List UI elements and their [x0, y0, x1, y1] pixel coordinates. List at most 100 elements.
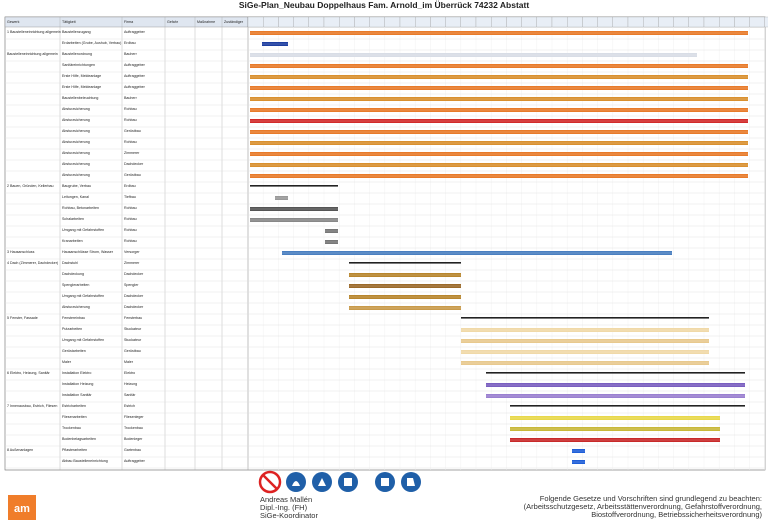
timeline-cell	[475, 16, 492, 28]
timeline-cell	[597, 16, 613, 28]
section-label: 7 Innenausbau, Estrich, Fliesen	[7, 404, 57, 408]
firm-label: Zimmerer	[124, 261, 140, 265]
activity-label: Erdarbeiten (Grube, Aushub, Verbau)	[62, 41, 121, 45]
timeline-cell	[688, 16, 705, 28]
activity-label: Absturzsicherung	[62, 118, 90, 122]
firm-label: Dachdecker	[124, 305, 144, 309]
activity-label: Maler	[62, 360, 72, 364]
firm-label: Bauherr	[124, 52, 138, 56]
firm-label: Rohbau	[124, 228, 137, 232]
activity-label: Erste Hilfe, Meldeanlage	[62, 74, 101, 78]
timeline-cell	[673, 16, 689, 28]
section-label: 1 Baustelleneinrichtung allgemein	[7, 30, 61, 34]
firm-label: Tiefbau	[124, 195, 136, 199]
note-title: Folgende Gesetze und Vorschriften sind g…	[540, 494, 762, 503]
section-label: 6 Elektro, Heizung, Sanitär	[7, 371, 51, 375]
firm-label: Trockenbau	[124, 426, 143, 430]
firm-label: Zimmerer	[124, 151, 140, 155]
timeline-cell	[354, 16, 370, 28]
timeline-cell	[323, 16, 340, 28]
activity-label: Dachstuhl	[62, 261, 78, 265]
firm-label: Rohbau	[124, 107, 137, 111]
activity-label: Fenstereinbau	[62, 316, 85, 320]
timeline-cell	[247, 16, 264, 28]
activity-label: Absturzsicherung	[62, 173, 90, 177]
column-header: Zuständiger	[224, 20, 244, 24]
timeline-cell	[703, 16, 720, 28]
firm-label: Rohbau	[124, 217, 137, 221]
firm-label: Bodenleger	[124, 437, 143, 441]
activity-label: Rohbau, Betonarbeiten	[62, 206, 99, 210]
timeline-cell	[415, 16, 431, 28]
section-label: 8 Außenanlagen	[7, 448, 33, 452]
firm-label: Dachdecker	[124, 162, 144, 166]
gantt-bar	[510, 405, 745, 407]
timeline-cell	[749, 16, 765, 28]
gantt-bar	[250, 185, 338, 187]
timeline-cell	[339, 16, 355, 28]
firm-label: Gerüstbau	[124, 173, 141, 177]
column-header: Gewerk	[7, 20, 20, 24]
gantt-bar	[486, 372, 745, 374]
timeline-cell	[445, 16, 461, 28]
firm-label: Bauherr	[124, 96, 138, 100]
activity-label: Abbau Baustelleneinrichtung	[62, 459, 108, 463]
firm-label: Stuckateur	[124, 338, 142, 342]
timeline-cell	[567, 16, 583, 28]
firm-label: Auftraggeber	[124, 63, 146, 67]
activity-label: Gerüstarbeiten	[62, 349, 86, 353]
activity-label: Absturzsicherung	[62, 162, 90, 166]
note-line: Biostoffverordnung, Betriebssicherheitsv…	[591, 510, 762, 519]
timeline-cell	[612, 16, 629, 28]
activity-label: Installation Elektro	[62, 371, 91, 375]
firm-label: Erdbau	[124, 41, 136, 45]
author-degree: Dipl.-Ing. (FH)	[260, 503, 308, 512]
column-header: Firma	[124, 20, 133, 24]
firm-label: Gartenbau	[124, 448, 141, 452]
timeline-cell	[430, 16, 446, 28]
firm-label: Rohbau	[124, 140, 137, 144]
title: SiGe-Plan_Neubau Doppelhaus Fam. Arnold_…	[239, 0, 530, 10]
activity-label: Kranarbeiten	[62, 239, 83, 243]
activity-label: Trockenbau	[62, 426, 81, 430]
firm-label: Fliesenleger	[124, 415, 144, 419]
activity-label: Umgang mit Gefahrstoffen	[62, 228, 104, 232]
activity-label: Sanitäreinrichtungen	[62, 63, 95, 67]
activity-label: Absturzsicherung	[62, 151, 90, 155]
section-label: 4 Dach (Zimmerer, Dachdecker)	[7, 261, 58, 265]
timeline-cell	[551, 16, 568, 28]
activity-label: Absturzsicherung	[62, 305, 90, 309]
firm-label: Estrich	[124, 404, 135, 408]
timeline-cell	[734, 16, 750, 28]
firm-label: Fensterbau	[124, 316, 142, 320]
timeline-cell	[643, 16, 659, 28]
section-label: 3 Hausanschluss	[7, 250, 35, 254]
column-header: Tätigkeit	[62, 20, 76, 24]
firm-label: Rohbau	[124, 118, 137, 122]
firm-label: Dachdecker	[124, 294, 144, 298]
firm-label: Rohbau	[124, 206, 137, 210]
activity-label: Baustellenbeleuchtung	[62, 96, 98, 100]
activity-label: Baustellenordnung	[62, 52, 92, 56]
activity-label: Absturzsicherung	[62, 107, 90, 111]
activity-label: Leitungen, Kanal	[62, 195, 89, 199]
timeline-cell	[506, 16, 522, 28]
activity-label: Umgang mit Gefahrstoffen	[62, 294, 104, 298]
timeline-cell	[536, 16, 553, 28]
firm-label: Sanitär	[124, 393, 136, 397]
firm-label: Auftraggeber	[124, 74, 146, 78]
activity-label: Dachdeckung	[62, 272, 84, 276]
firm-label: Auftraggeber	[124, 30, 146, 34]
firm-label: Versorger	[124, 250, 140, 254]
activity-label: Schalarbeiten	[62, 217, 84, 221]
timeline-cell	[278, 16, 294, 28]
activity-label: Pflasterarbeiten	[62, 448, 87, 452]
timeline-cell	[308, 16, 325, 28]
firm-label: Elektro	[124, 371, 135, 375]
column-header: Gefahr	[167, 20, 179, 24]
firm-label: Gerüstbau	[124, 129, 141, 133]
firm-label: Auftraggeber	[124, 85, 146, 89]
timeline-cell	[582, 16, 598, 28]
